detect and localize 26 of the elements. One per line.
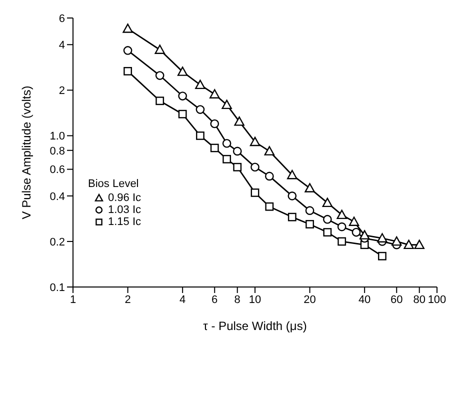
x-tick-label: 1 <box>70 294 76 306</box>
y-tick-label: 0.4 <box>50 190 65 203</box>
x-tick-label: 2 <box>124 294 131 306</box>
x-tick-label: 60 <box>390 294 403 306</box>
x-tick-label: 100 <box>428 294 446 306</box>
x-axis-title: τ - Pulse Width (μs) <box>203 319 307 333</box>
x-tick-label: 6 <box>212 294 218 306</box>
y-tick-label: 0.6 <box>50 164 65 176</box>
legend-label: 1.15 Ic <box>108 216 142 228</box>
y-tick-label: 0.8 <box>50 145 65 158</box>
x-tick-label: 80 <box>413 294 426 306</box>
x-tick-label: 20 <box>304 294 316 306</box>
y-tick-label: 4 <box>58 40 65 52</box>
x-tick-label: 10 <box>248 294 262 306</box>
y-tick-label: 1.0 <box>50 130 65 143</box>
x-tick-label: 40 <box>358 294 371 306</box>
y-axis-title: V Pulse Amplitude (volts) <box>19 86 34 220</box>
y-tick-label: 0.2 <box>50 236 65 248</box>
legend-title: Bios Level <box>88 178 140 190</box>
y-tick-label: 0.1 <box>50 282 65 294</box>
legend-label: 1.03 Ic <box>108 204 142 216</box>
legend-label: 0.96 Ic <box>108 192 142 204</box>
y-tick-label: 6 <box>58 12 65 25</box>
x-tick-label: 4 <box>180 294 186 306</box>
y-tick-label: 2 <box>58 85 65 98</box>
x-tick-label: 8 <box>234 294 240 306</box>
